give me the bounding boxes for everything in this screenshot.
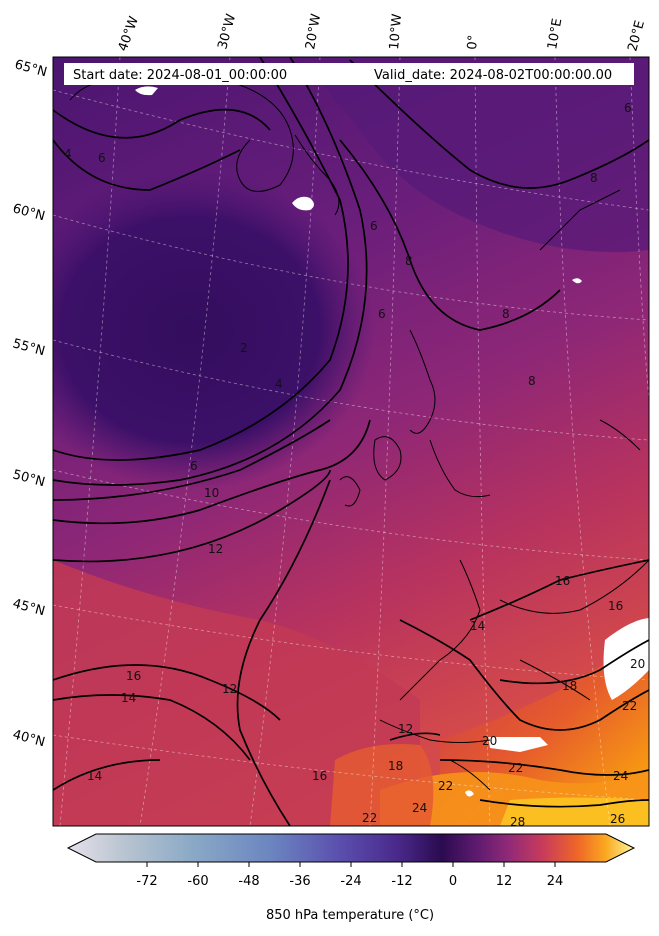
- contour-label: 20: [630, 657, 645, 671]
- contour-label: 8: [590, 171, 598, 185]
- contour-label: 6: [370, 219, 378, 233]
- start-date-label: Start date: 2024-08-01_00:00:00: [73, 68, 287, 83]
- contour-label: 10: [204, 486, 219, 500]
- contour-label: 28: [510, 815, 525, 829]
- contour-label: 14: [470, 619, 485, 633]
- colorbar-tick-label: -36: [289, 874, 310, 889]
- colorbar-tick-label: 0: [449, 874, 457, 889]
- lon-label: 40°W: [116, 14, 142, 53]
- contour-label: 6: [624, 101, 632, 115]
- longitude-labels: 40°W 30°W 20°W 10°W 0° 10°E 20°E: [116, 12, 648, 53]
- lon-label: 20°E: [625, 19, 648, 53]
- map-frame: [52, 56, 650, 827]
- contour-label: 20: [482, 734, 497, 748]
- contour-label: 16: [312, 769, 327, 783]
- contour-label: 4: [275, 377, 283, 391]
- contour-label: 22: [508, 761, 523, 775]
- contour-label-group: 4 6 6 8 8 6 2 4 6 10 12 16 14 12 14 16 1…: [64, 101, 645, 829]
- colorbar-tick-label: 24: [547, 874, 564, 889]
- colorbar-tick-label: 12: [496, 874, 513, 889]
- coastlines: [69, 75, 649, 791]
- contour-label: 24: [613, 769, 628, 783]
- lon-label: 10°E: [545, 17, 565, 50]
- contour-label: 22: [438, 779, 453, 793]
- contour-label: 6: [190, 459, 198, 473]
- contour-label: 12: [398, 722, 413, 736]
- lon-label: 10°W: [387, 13, 405, 50]
- latitude-labels: 65°N 60°N 55°N 50°N 45°N 40°N: [11, 57, 49, 750]
- colorbar-tick-label: -12: [391, 874, 412, 889]
- contour-label: 6: [378, 307, 386, 321]
- valid-date-label: Valid_date: 2024-08-02T00:00:00.00: [374, 68, 612, 83]
- graticule: [53, 57, 649, 826]
- contour-label: 4: [64, 147, 72, 161]
- contour-label: 16: [126, 669, 141, 683]
- colorbar: -72 -60 -48 -36 -24 -12 0 12 24 850 hPa temperat…: [66, 833, 636, 923]
- colorbar-tick-label: -60: [187, 874, 208, 889]
- contour-label: 14: [87, 769, 102, 783]
- colorbar-ticks: -72 -60 -48 -36 -24 -12 0 12 24: [136, 862, 563, 889]
- colorbar-tick-label: -72: [136, 874, 157, 889]
- contour-label: 22: [622, 699, 637, 713]
- lat-label: 40°N: [11, 727, 47, 750]
- contour-label: 12: [222, 682, 237, 696]
- contour-label: 2: [240, 341, 248, 355]
- lon-label: 30°W: [215, 12, 239, 51]
- lon-label: 0°: [465, 34, 481, 50]
- lat-label: 65°N: [13, 57, 49, 80]
- contour-label: 22: [362, 811, 377, 825]
- contour-label: 8: [502, 307, 510, 321]
- contour-label: 6: [98, 151, 106, 165]
- contour-label: 24: [412, 801, 427, 815]
- contour-label: 14: [121, 691, 136, 705]
- lon-label: 20°W: [303, 13, 324, 51]
- contour-label: 16: [555, 574, 570, 588]
- contour-label: 26: [610, 812, 625, 826]
- contour-label: 8: [405, 254, 413, 268]
- colorbar-label: 850 hPa temperature (°C): [266, 908, 434, 923]
- contour-label: 12: [208, 542, 223, 556]
- contour-label: 16: [608, 599, 623, 613]
- contour-label: 8: [528, 374, 536, 388]
- lat-label: 60°N: [11, 201, 47, 224]
- lat-label: 50°N: [11, 467, 47, 490]
- lat-label: 45°N: [11, 596, 47, 619]
- contour-lines: [53, 57, 649, 826]
- colorbar-tick-label: -48: [238, 874, 259, 889]
- lat-label: 55°N: [11, 336, 47, 359]
- header-box: [64, 63, 634, 85]
- contour-label: 18: [388, 759, 403, 773]
- temperature-field: 4 6 6 8 8 6 2 4 6 10 12 16 14 12 14 16 1…: [53, 57, 649, 829]
- colorbar-tick-label: -24: [340, 874, 361, 889]
- contour-label: 18: [562, 679, 577, 693]
- colorbar-bar: [66, 833, 636, 863]
